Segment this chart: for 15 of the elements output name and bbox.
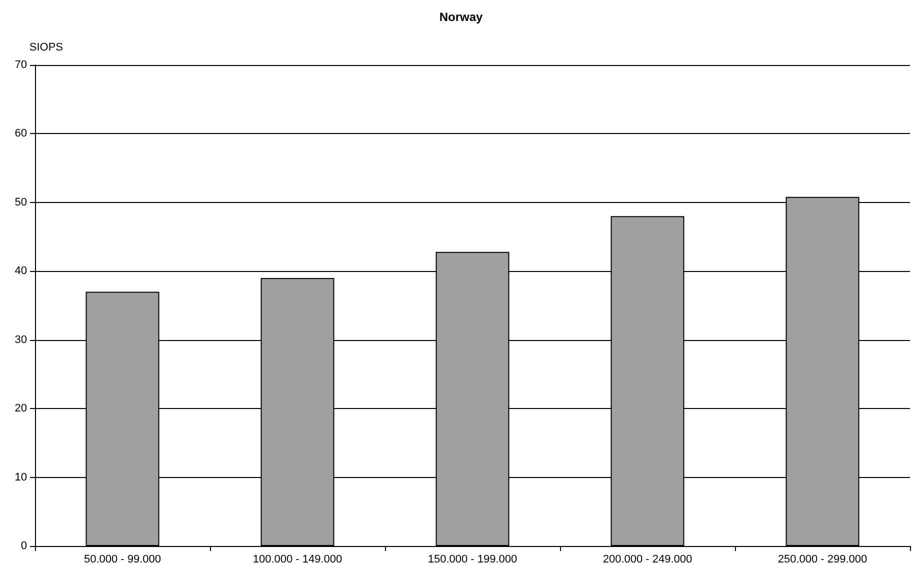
y-tick-label: 70	[14, 59, 27, 71]
y-tick-label: 20	[14, 402, 27, 415]
y-axis-title: SIOPS	[29, 42, 63, 54]
x-tick-label: 100.000 - 149.000	[252, 554, 342, 566]
y-tick-label: 30	[14, 334, 27, 346]
x-tick-label: 150.000 - 199.000	[428, 554, 518, 566]
x-tick-label: 50.000 - 99.000	[84, 554, 162, 566]
y-tick-label: 50	[14, 196, 27, 208]
x-tick-label: 250.000 - 299.000	[778, 554, 868, 566]
x-tick-label: 200.000 - 249.000	[602, 554, 692, 566]
chart-title: Norway	[439, 10, 483, 24]
y-tick-label: 40	[14, 265, 27, 278]
y-tick-label: 10	[14, 471, 27, 484]
y-tick-label: 60	[14, 128, 27, 140]
y-tick-label: 0	[20, 540, 27, 552]
